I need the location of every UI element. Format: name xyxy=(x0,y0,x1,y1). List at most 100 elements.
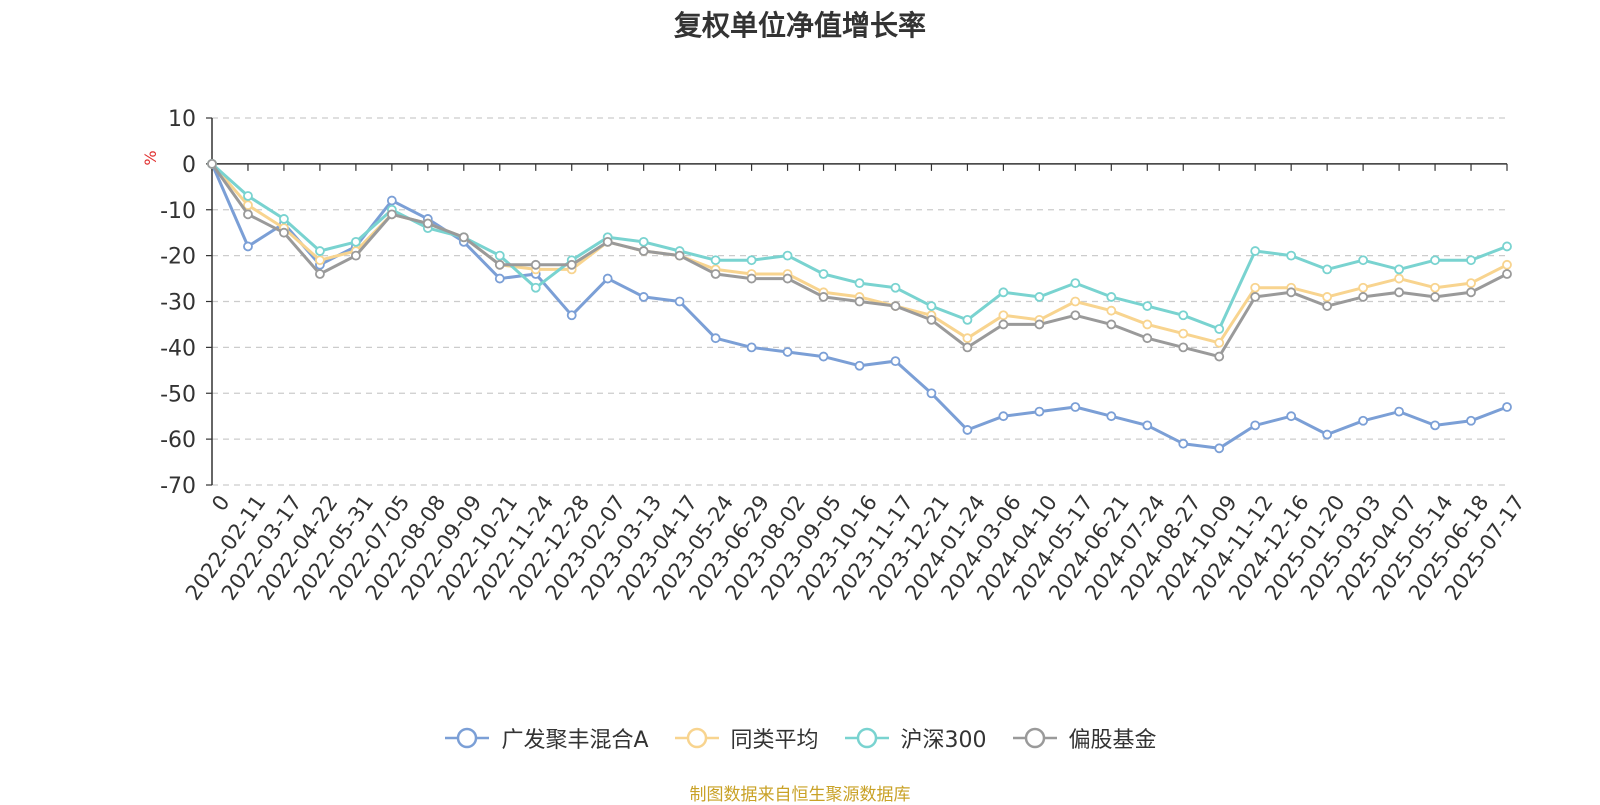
series-2-point xyxy=(998,310,1009,321)
series-4-point xyxy=(746,273,757,284)
legend-swatch-icon xyxy=(445,727,490,749)
series-1-point xyxy=(638,292,649,302)
series-1-point xyxy=(566,310,577,321)
legend-label: 同类平均 xyxy=(730,728,819,753)
series-4-point xyxy=(1250,292,1261,302)
series-2-point xyxy=(962,333,973,344)
series-1-point xyxy=(1358,415,1369,426)
series-2-point xyxy=(243,200,253,211)
series-4-point xyxy=(279,227,289,238)
x-tick-label: 0 xyxy=(207,491,234,516)
series-3-point xyxy=(854,278,865,289)
series-3-point xyxy=(1430,255,1440,266)
legend: 广发聚丰混合A 同类平均 沪深300 偏股基金 xyxy=(0,722,1600,754)
series-4-point xyxy=(1214,351,1225,362)
series-3-point xyxy=(1466,255,1476,266)
series-3-point xyxy=(998,287,1009,298)
series-3-point xyxy=(1358,255,1369,266)
series-4-point xyxy=(1142,333,1153,344)
y-tick-label: -20 xyxy=(160,245,196,270)
series-4-point xyxy=(890,301,901,311)
series-2-point xyxy=(1106,305,1117,316)
legend-item-1[interactable]: 广发聚丰混合A xyxy=(443,722,649,754)
series-4-point xyxy=(350,250,361,261)
legend-label: 广发聚丰混合A xyxy=(501,728,649,753)
series-2-point xyxy=(1214,337,1225,348)
series-3-point xyxy=(279,214,289,224)
series-2-point xyxy=(1070,296,1081,307)
series-1-point xyxy=(962,425,973,435)
series-3-point xyxy=(1070,278,1081,289)
series-4-point xyxy=(494,259,505,270)
series-1-point xyxy=(782,347,793,357)
series-4-point xyxy=(782,273,793,284)
series-1-point xyxy=(854,360,865,371)
series-4-point xyxy=(854,296,865,307)
axis-layer xyxy=(206,117,1508,486)
legend-swatch-icon xyxy=(674,727,719,749)
series-3-point xyxy=(962,314,973,325)
series-4-point xyxy=(818,292,829,302)
series-4-point xyxy=(386,209,397,220)
series-1-point xyxy=(386,195,397,206)
series-3-point xyxy=(926,301,937,311)
series-4-point xyxy=(1466,287,1476,298)
series-1-point xyxy=(998,411,1009,422)
label-layer: 100-10-20-30-40-50-60-70%02022-02-112022… xyxy=(141,107,1530,605)
series-1-point xyxy=(1430,420,1440,431)
y-tick-label: -10 xyxy=(160,199,196,224)
series-2-point xyxy=(1502,259,1512,270)
legend-label: 偏股基金 xyxy=(1068,728,1157,753)
y-tick-label: -50 xyxy=(160,382,196,407)
series-1-point xyxy=(602,273,613,284)
series-4-point xyxy=(243,209,253,220)
series-4-point xyxy=(710,269,721,279)
legend-item-3[interactable]: 沪深300 xyxy=(843,722,987,754)
series-1-point xyxy=(1178,438,1189,449)
y-axis-label: % xyxy=(141,150,160,165)
series-4-point xyxy=(530,259,541,270)
series-1-point xyxy=(926,388,937,399)
series-1-point xyxy=(1394,406,1404,417)
y-tick-label: -70 xyxy=(160,474,196,499)
series-1-point xyxy=(243,241,253,252)
series-4-point xyxy=(1286,287,1297,298)
series-4-point xyxy=(602,236,613,247)
series-3-point xyxy=(1034,292,1045,302)
legend-item-4[interactable]: 偏股基金 xyxy=(1011,722,1157,754)
series-2-point xyxy=(1466,278,1476,289)
series-1-point xyxy=(1286,411,1297,422)
series-3-point xyxy=(315,246,325,256)
series-line-4 xyxy=(210,162,1509,359)
series-3-point xyxy=(350,236,361,247)
series-3-point xyxy=(1286,250,1297,261)
series-4-point xyxy=(926,314,937,325)
series-2-point xyxy=(1250,282,1261,293)
series-4-point xyxy=(1358,292,1369,302)
series-line-2 xyxy=(210,162,1509,345)
series-4-point xyxy=(998,319,1009,330)
series-3-point xyxy=(1250,246,1261,256)
y-tick-label: -40 xyxy=(160,336,196,361)
series-1-point xyxy=(674,296,685,307)
y-tick-label: -30 xyxy=(160,291,196,316)
series-2-point xyxy=(1358,282,1369,293)
series-1-point xyxy=(818,351,829,362)
series-2-point xyxy=(315,255,325,266)
series-3-point xyxy=(243,191,253,201)
series-3-point xyxy=(494,250,505,261)
series-4-point xyxy=(458,232,469,243)
legend-item-2[interactable]: 同类平均 xyxy=(673,722,819,754)
series-3-point xyxy=(710,255,721,266)
series-3-point xyxy=(782,250,793,261)
series-2-point xyxy=(1178,328,1189,339)
series-1-point xyxy=(1250,420,1261,431)
series-4-point xyxy=(566,259,577,270)
series-2-point xyxy=(1322,292,1333,302)
series-3-point xyxy=(746,255,757,266)
series-3-point xyxy=(638,236,649,247)
series-3-point xyxy=(1142,301,1153,311)
series-2-point xyxy=(1430,282,1440,293)
series-4-point xyxy=(638,246,649,256)
